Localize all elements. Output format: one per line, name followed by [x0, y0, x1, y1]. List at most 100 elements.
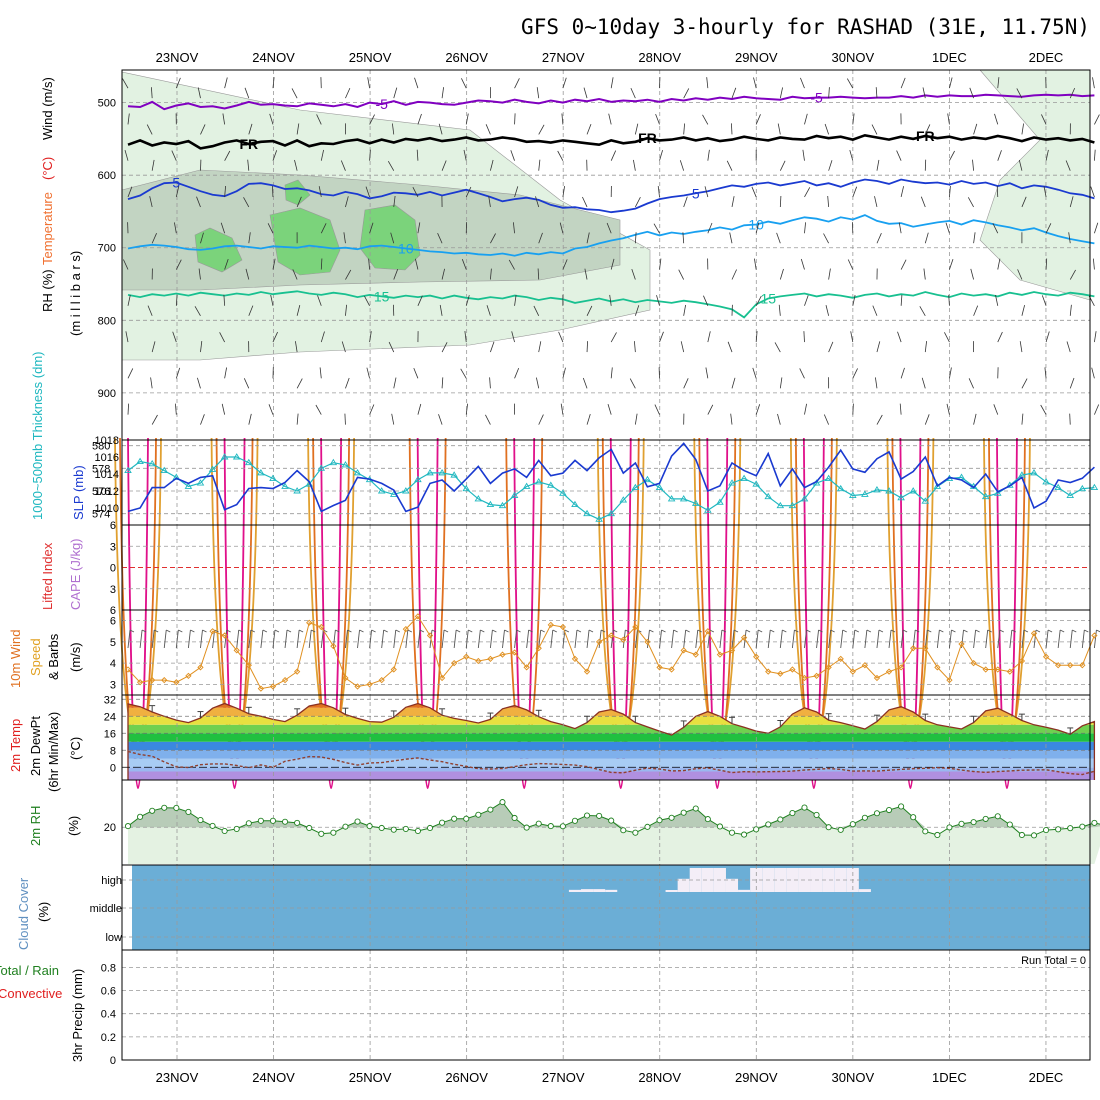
- wind-barb: [416, 149, 419, 161]
- wind-barb: [1091, 367, 1095, 379]
- surface-wind-barb: [695, 629, 699, 649]
- slp-tick-label: 1014: [95, 469, 119, 481]
- wind-barb: [345, 304, 347, 316]
- bottom-date-label: 29NOV: [735, 1070, 778, 1085]
- wind-barb: [194, 306, 201, 316]
- wind-barb: [852, 403, 854, 415]
- wind-barb: [634, 232, 637, 244]
- wind-barb: [586, 123, 592, 135]
- surface-wind-barb: [562, 629, 566, 649]
- wind-speed-point: [342, 674, 349, 682]
- wind-barb: [726, 160, 733, 171]
- wind-barb: [490, 233, 496, 244]
- wind-speed-point: [704, 628, 711, 635]
- warm-contour: [609, 437, 632, 789]
- surface-wind-barb-tick: [214, 629, 219, 633]
- surface-wind-barb: [441, 629, 445, 649]
- wind-barb: [345, 269, 352, 280]
- wind-speed-point: [366, 681, 373, 688]
- surface-wind-barb: [755, 629, 759, 649]
- warm-contour: [416, 437, 439, 789]
- surface-wind-barb: [477, 629, 481, 649]
- wind10m-label-3: & Barbs: [46, 633, 61, 680]
- wind-speed-point: [849, 668, 856, 675]
- thickness-tick-label: 578: [92, 463, 110, 475]
- precip-tick-label: 0: [110, 1055, 116, 1067]
- surface-wind-barb: [381, 629, 385, 649]
- wind-barb: [731, 123, 733, 135]
- wind-speed-point: [644, 638, 651, 646]
- rh2m-point: [451, 815, 458, 822]
- wind-barb: [852, 368, 858, 379]
- surface-wind-barb: [586, 629, 590, 649]
- wind-barb: [683, 304, 686, 316]
- thickness-point: [317, 464, 326, 471]
- wind-barb: [272, 258, 276, 270]
- surface-wind-barb: [489, 629, 493, 649]
- wind-barb: [392, 123, 395, 135]
- wind-barb: [946, 403, 950, 415]
- rh2m-point: [463, 815, 470, 822]
- rh2m-point: [608, 817, 615, 824]
- surface-wind-barb: [369, 629, 373, 649]
- rh2m-point: [728, 829, 736, 836]
- wind-barb: [825, 305, 830, 316]
- wind-barb: [924, 124, 931, 135]
- surface-wind-barb: [1081, 629, 1085, 649]
- rh2m-panel: 20: [104, 779, 1100, 866]
- wind-barb: [973, 123, 978, 135]
- top-date-label: 24NOV: [252, 50, 295, 65]
- wind-barb: [413, 367, 419, 379]
- precip-tick-label: 0.4: [101, 1009, 116, 1021]
- wind-barb: [754, 258, 757, 270]
- wind-barb: [635, 197, 641, 208]
- surface-wind-barb: [1057, 629, 1061, 649]
- wind-speed-point: [1030, 630, 1038, 637]
- surface-wind-barb-tick: [166, 629, 171, 633]
- rh2m-point: [1079, 823, 1086, 830]
- temperature-contour-label: 10: [748, 217, 764, 233]
- surface-wind-barb-tick: [1023, 629, 1029, 633]
- surface-wind-barb: [550, 629, 554, 649]
- temperature-contour-4: [127, 290, 1095, 319]
- bottom-date-label: 30NOV: [832, 1070, 875, 1085]
- wind-barb: [219, 332, 225, 343]
- thickness-tick-label: 576: [92, 486, 110, 498]
- rh2m-point: [789, 810, 796, 817]
- slp-tick-label: 1010: [95, 503, 119, 515]
- wind-barb: [776, 232, 781, 244]
- thickness-point: [450, 471, 458, 478]
- thickness-point: [836, 484, 845, 492]
- wind-speed-point: [161, 676, 168, 684]
- wind-barb: [804, 113, 808, 125]
- surface-wind-barb-tick: [407, 629, 413, 633]
- wind-barb: [800, 77, 805, 89]
- wind-barb: [248, 305, 254, 316]
- wind-barb: [465, 113, 469, 125]
- wind-speed-point: [173, 679, 180, 686]
- warm-contour: [693, 437, 742, 745]
- wind-barb: [365, 186, 370, 198]
- precip-panel: 0.8 0.6 0.4 0.2 0: [101, 949, 1091, 1067]
- wind-barb: [707, 149, 710, 161]
- wind-barb: [514, 294, 517, 306]
- surface-wind-barb-tick: [854, 629, 860, 633]
- surface-wind-barb: [840, 629, 844, 649]
- bottom-date-label: 25NOV: [349, 1070, 392, 1085]
- surface-wind-barb-tick: [310, 629, 316, 633]
- lifted-index-label: Lifted Index: [40, 542, 55, 610]
- wind-barb: [608, 113, 612, 125]
- temperature-band: [128, 724, 1095, 734]
- wind-speed-point: [922, 645, 929, 652]
- thickness-point: [849, 491, 857, 498]
- thickness-point: [583, 509, 591, 517]
- rh2m-point: [137, 813, 144, 820]
- rh-green-shading: [194, 227, 243, 273]
- rh2m-point: [342, 823, 349, 830]
- surface-wind-barb: [344, 629, 348, 649]
- slp-thickness-panel: 580 578 576 574 1018 1016 1014 1012 1010: [92, 435, 1099, 526]
- wind-barb: [200, 124, 206, 135]
- wind-speed-point: [185, 672, 192, 680]
- wind-barb: [583, 87, 588, 99]
